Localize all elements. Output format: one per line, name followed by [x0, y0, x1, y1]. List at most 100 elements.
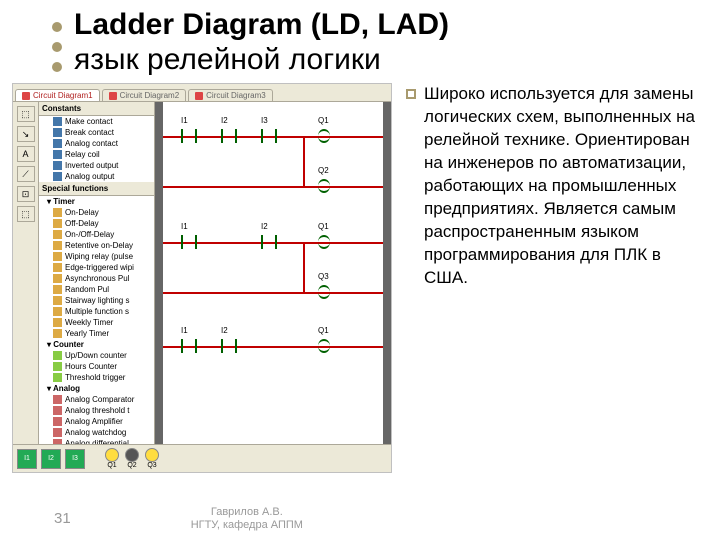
vertical-toolbar: ⬚ ↘ A ⟋ ⊡ ⬚	[13, 102, 39, 444]
tree-item[interactable]: Multiple function s	[39, 306, 154, 317]
tab-circuit2[interactable]: Circuit Diagram2	[102, 89, 187, 101]
tree-item[interactable]: On-Delay	[39, 207, 154, 218]
coil-label: Q2	[318, 166, 329, 175]
simulation-bar: I1 I2 I3 Q1 Q2 Q3	[13, 444, 391, 472]
tree-item[interactable]: On-/Off-Delay	[39, 229, 154, 240]
output-label: Q3	[145, 462, 159, 469]
tree-item-label: Off-Delay	[65, 218, 99, 229]
function-tree[interactable]: ConstantsMake contactBreak contactAnalog…	[39, 102, 155, 444]
tree-item-label: Edge-triggered wipi	[65, 262, 134, 273]
tree-item[interactable]: Asynchronous Pul	[39, 273, 154, 284]
bullet-icon	[406, 89, 416, 99]
tree-item[interactable]: Random Pul	[39, 284, 154, 295]
tool-sim[interactable]: ⬚	[17, 206, 35, 222]
tree-item-icon	[53, 172, 62, 181]
tree-item-label: Analog Comparator	[65, 394, 134, 405]
tree-item-icon	[53, 285, 62, 294]
coil-label: Q1	[318, 222, 329, 231]
tree-item[interactable]: Stairway lighting s	[39, 295, 154, 306]
output-bulb[interactable]	[125, 448, 139, 462]
tree-item[interactable]: Make contact	[39, 116, 154, 127]
tab-circuit1[interactable]: Circuit Diagram1	[15, 89, 100, 101]
tree-group-counter[interactable]: ▾ Counter	[39, 339, 154, 350]
contact[interactable]	[221, 339, 237, 353]
tree-item[interactable]: Inverted output	[39, 160, 154, 171]
tree-item[interactable]: Analog Amplifier	[39, 416, 154, 427]
tree-item-label: Inverted output	[65, 160, 118, 171]
input-indicator[interactable]: I3	[65, 449, 85, 469]
editor-tabs: Circuit Diagram1 Circuit Diagram2 Circui…	[13, 84, 391, 102]
output-bulb[interactable]	[105, 448, 119, 462]
contact-label: I1	[181, 222, 188, 231]
tree-item-label: Analog threshold t	[65, 405, 130, 416]
coil[interactable]	[318, 339, 330, 353]
tree-item[interactable]: Analog contact	[39, 138, 154, 149]
tree-item[interactable]: Hours Counter	[39, 361, 154, 372]
input-indicator[interactable]: I2	[41, 449, 61, 469]
tree-item[interactable]: Relay coil	[39, 149, 154, 160]
tool-select[interactable]: ⬚	[17, 106, 35, 122]
page-number: 31	[54, 510, 71, 527]
coil-label: Q1	[318, 116, 329, 125]
tree-item-label: Analog output	[65, 171, 114, 182]
coil[interactable]	[318, 285, 330, 299]
tree-item-icon	[53, 274, 62, 283]
tree-item-icon	[53, 362, 62, 371]
tree-item-label: Wiping relay (pulse	[65, 251, 133, 262]
tab-icon	[22, 92, 30, 100]
tree-item-label: Analog Amplifier	[65, 416, 123, 427]
tree-item-label: Make contact	[65, 116, 113, 127]
contact-label: I1	[181, 116, 188, 125]
tree-section-header[interactable]: Special functions	[39, 182, 154, 196]
tree-item[interactable]: Analog Comparator	[39, 394, 154, 405]
tree-item[interactable]: Analog output	[39, 171, 154, 182]
tool-cursor[interactable]: ↘	[17, 126, 35, 142]
tree-item[interactable]: Wiping relay (pulse	[39, 251, 154, 262]
tree-item-label: Hours Counter	[65, 361, 117, 372]
tree-item[interactable]: Yearly Timer	[39, 328, 154, 339]
tree-item-icon	[53, 373, 62, 382]
tree-item-label: Weekly Timer	[65, 317, 113, 328]
contact[interactable]	[221, 129, 237, 143]
tree-item[interactable]: Analog threshold t	[39, 405, 154, 416]
tool-block[interactable]: ⊡	[17, 186, 35, 202]
tree-item-icon	[53, 208, 62, 217]
contact[interactable]	[181, 235, 197, 249]
tree-item-icon	[53, 263, 62, 272]
coil[interactable]	[318, 235, 330, 249]
contact[interactable]	[261, 235, 277, 249]
coil-label: Q3	[318, 272, 329, 281]
contact[interactable]	[261, 129, 277, 143]
output-label: Q2	[125, 462, 139, 469]
tree-item-icon	[53, 395, 62, 404]
tree-item[interactable]: Weekly Timer	[39, 317, 154, 328]
coil[interactable]	[318, 129, 330, 143]
output-label: Q1	[105, 462, 119, 469]
ladder-rung[interactable]	[163, 292, 383, 294]
tree-item[interactable]: Off-Delay	[39, 218, 154, 229]
tree-group-timer[interactable]: ▾ Timer	[39, 196, 154, 207]
tab-circuit3[interactable]: Circuit Diagram3	[188, 89, 273, 101]
tree-item-label: Stairway lighting s	[65, 295, 129, 306]
tool-text[interactable]: A	[17, 146, 35, 162]
tree-item[interactable]: Analog watchdog	[39, 427, 154, 438]
tree-item[interactable]: Edge-triggered wipi	[39, 262, 154, 273]
output-bulb[interactable]	[145, 448, 159, 462]
tree-section-header[interactable]: Constants	[39, 102, 154, 116]
tree-item-label: On-Delay	[65, 207, 99, 218]
tree-item-label: Threshold trigger	[65, 372, 125, 383]
contact[interactable]	[181, 339, 197, 353]
branch-wire	[303, 136, 305, 186]
tool-cut[interactable]: ⟋	[17, 166, 35, 182]
tree-item[interactable]: Threshold trigger	[39, 372, 154, 383]
tree-group-analog[interactable]: ▾ Analog	[39, 383, 154, 394]
tree-item[interactable]: Up/Down counter	[39, 350, 154, 361]
coil[interactable]	[318, 179, 330, 193]
tree-item[interactable]: Retentive on-Delay	[39, 240, 154, 251]
tree-item-icon	[53, 428, 62, 437]
ladder-canvas[interactable]: I1I2I3Q1Q2I1I2Q1Q3I1I2Q1	[155, 102, 391, 444]
contact[interactable]	[181, 129, 197, 143]
tree-item[interactable]: Break contact	[39, 127, 154, 138]
input-indicator[interactable]: I1	[17, 449, 37, 469]
ladder-rung[interactable]	[163, 186, 383, 188]
